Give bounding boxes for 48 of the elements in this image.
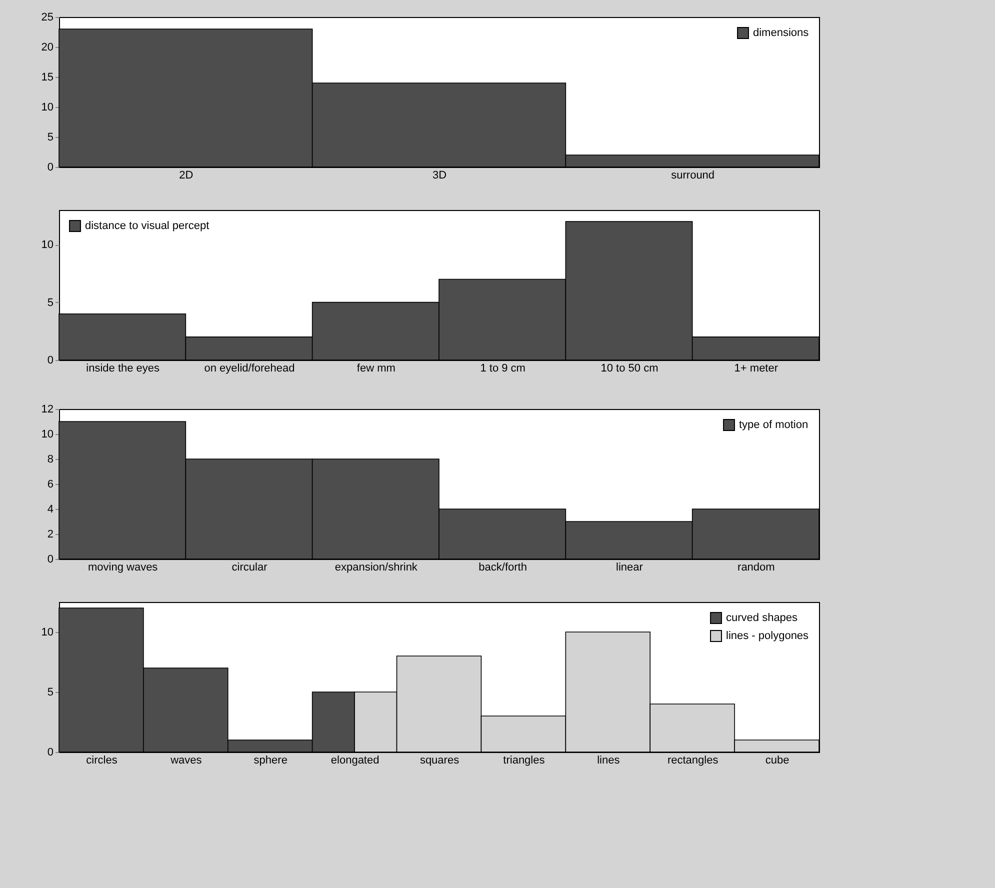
y-tick-label: 5: [47, 686, 54, 698]
x-tick-label: moving waves: [88, 562, 158, 574]
x-tick-label: random: [738, 562, 775, 574]
x-tick-label: cube: [765, 754, 790, 766]
x-tick-label: 1 to 9 cm: [480, 362, 526, 374]
x-tick-label: elongated: [330, 754, 380, 766]
y-tick-label: 20: [41, 42, 54, 54]
x-tick-label: triangles: [503, 754, 546, 766]
y-tick-label: 10: [41, 428, 54, 440]
legend-label: type of motion: [739, 419, 808, 431]
x-tick-label: squares: [420, 754, 460, 766]
x-tick-label: inside the eyes: [86, 362, 160, 374]
y-tick-label: 10: [41, 102, 54, 114]
x-tick-label: few mm: [356, 362, 396, 374]
x-tick-label: on eyelid/forehead: [204, 362, 295, 374]
x-tick-label: waves: [170, 754, 202, 766]
y-tick-label: 10: [41, 626, 54, 638]
x-tick-label: 10 to 50 cm: [600, 362, 658, 374]
y-tick-label: 25: [41, 12, 54, 24]
legend-label: distance to visual percept: [85, 220, 210, 232]
x-tick-label: rectangles: [667, 754, 719, 766]
x-tick-label: back/forth: [478, 562, 527, 574]
y-tick-label: 12: [41, 404, 54, 416]
y-tick-label: 5: [47, 132, 54, 144]
y-tick-label: 8: [47, 454, 54, 466]
y-tick-label: 0: [47, 554, 54, 566]
y-tick-label: 6: [47, 478, 54, 490]
x-tick-label: circular: [232, 562, 268, 574]
x-tick-label: lines: [597, 754, 620, 766]
y-tick-label: 0: [47, 162, 54, 174]
x-tick-label: 1+ meter: [734, 362, 778, 374]
y-tick-label: 15: [41, 72, 54, 84]
x-tick-label: expansion/shrink: [334, 562, 418, 574]
x-tick-label: linear: [616, 562, 644, 574]
x-tick-label: sphere: [254, 754, 288, 766]
x-tick-label: 2D: [179, 170, 194, 182]
y-tick-label: 0: [47, 746, 54, 758]
y-tick-label: 4: [47, 504, 54, 516]
legend-label: curved shapes: [726, 612, 798, 624]
x-tick-label: surround: [671, 170, 715, 182]
legend-label: lines - polygones: [726, 630, 810, 642]
x-tick-label: 3D: [432, 170, 447, 182]
y-tick-label: 5: [47, 296, 54, 309]
y-tick-label: 0: [47, 354, 54, 366]
x-tick-label: circles: [86, 754, 118, 766]
y-tick-label: 2: [47, 528, 54, 540]
y-tick-label: 10: [41, 239, 54, 252]
legend-label: dimensions: [753, 27, 810, 39]
